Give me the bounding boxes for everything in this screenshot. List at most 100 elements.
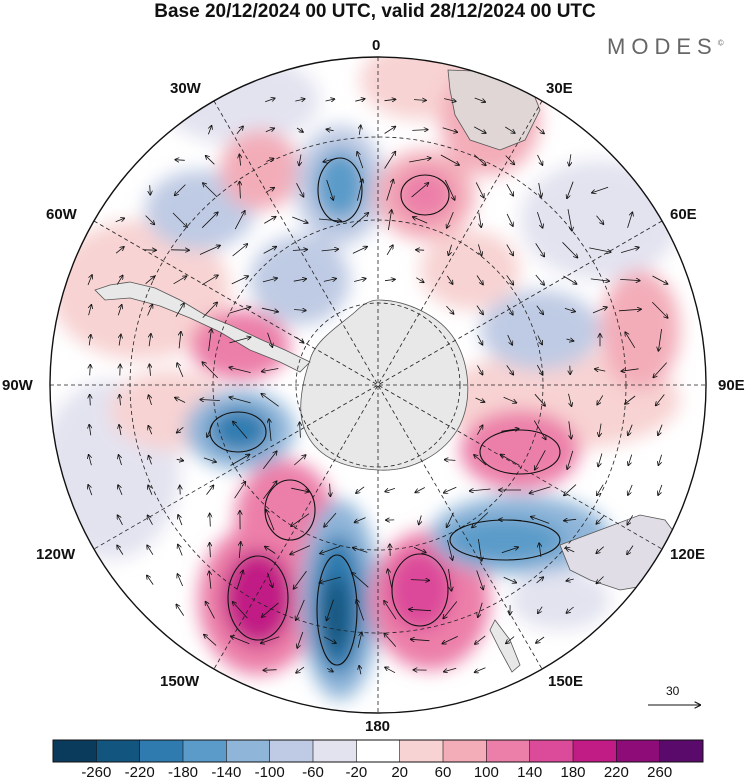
wind-arrow [386, 180, 394, 201]
wind-arrow [444, 486, 457, 493]
lon-label-120e: 120E [670, 546, 706, 563]
wind-arrow [229, 337, 250, 344]
wind-arrow [291, 513, 310, 527]
wind-arrow [204, 635, 217, 646]
wind-arrow [506, 213, 513, 226]
wind-vectors [88, 98, 668, 675]
wind-arrow [537, 211, 542, 228]
wind-arrow [569, 154, 571, 165]
wind-arrow [470, 489, 491, 491]
wind-arrow [116, 275, 122, 285]
wind-arrow [172, 212, 187, 227]
wind-arrow [596, 576, 604, 584]
wind-arrow [618, 309, 641, 311]
colorbar-tick-label: -20 [345, 764, 368, 781]
wind-arrow [535, 126, 544, 134]
wind-arrow [628, 484, 633, 495]
wind-arrow [564, 519, 577, 520]
wind-arrow [384, 99, 396, 100]
wind-arrow [506, 636, 515, 644]
wind-arrow [531, 517, 550, 524]
wind-arrow [119, 335, 121, 346]
wind-arrow [208, 329, 212, 351]
wind-arrow [536, 305, 543, 315]
wind-arrow [119, 455, 122, 466]
wind-arrow [318, 219, 341, 221]
wind-arrow [478, 539, 481, 561]
wind-arrow [293, 279, 306, 281]
wind-arrow [326, 179, 334, 200]
colorbar-swatch [443, 740, 487, 762]
wind-arrow [207, 422, 214, 437]
wind-arrow [292, 216, 307, 223]
wind-arrow [233, 422, 248, 439]
wind-arrow [448, 569, 452, 591]
wind-arrow [564, 308, 575, 311]
wind-arrow [477, 335, 483, 345]
colorbar-swatch [139, 740, 184, 762]
wind-arrow [264, 217, 275, 224]
wind-arrow [319, 576, 341, 583]
colorbar-tick-label: 180 [560, 764, 586, 781]
wind-arrow [209, 571, 211, 589]
wind-arrow [384, 152, 396, 169]
wind-arrow [539, 182, 542, 197]
wind-arrow [506, 365, 514, 374]
wind-arrow [177, 363, 184, 378]
wind-arrow [359, 125, 360, 135]
wind-arrow [239, 542, 240, 559]
wind-arrow [356, 600, 364, 621]
wind-arrow [444, 179, 454, 200]
wind-arrow [620, 247, 639, 253]
lon-label-60w: 60W [46, 206, 77, 223]
wind-arrow [598, 453, 603, 467]
wind-arrow [443, 601, 458, 619]
wind-arrow [653, 362, 667, 378]
wind-arrow [291, 487, 309, 492]
wind-arrow [296, 599, 305, 620]
wind-arrow [592, 307, 607, 314]
wind-arrow [236, 570, 243, 590]
wind-arrow [200, 400, 220, 401]
modes-logo: MODES© [607, 34, 724, 59]
wind-arrow [445, 460, 456, 461]
wind-arrow [563, 275, 576, 284]
wind-arrow [506, 184, 514, 196]
wind-arrow [535, 450, 546, 469]
wind-arrow [410, 580, 429, 581]
wind-arrow [597, 395, 604, 404]
wind-arrow [442, 127, 458, 133]
colorbar-swatch [616, 740, 661, 762]
wind-arrow [202, 302, 217, 318]
wind-arrow [352, 573, 369, 588]
wind-arrow [262, 278, 277, 283]
wind-arrow [413, 100, 426, 101]
wind-arrow [442, 636, 458, 643]
wind-arrow [177, 574, 183, 587]
wind-arrow [473, 154, 486, 166]
wind-arrow [506, 275, 514, 284]
wind-arrow [416, 277, 423, 283]
wind-arrow [567, 209, 572, 231]
wind-arrow [295, 99, 304, 101]
wind-arrow [478, 244, 481, 255]
wind-arrow [234, 482, 246, 499]
wind-arrow [296, 336, 303, 343]
wind-arrow [201, 275, 218, 286]
wind-arrow [265, 98, 275, 103]
wind-arrow [444, 99, 456, 102]
wind-arrow [388, 210, 391, 231]
colorbar-swatch [659, 740, 704, 762]
wind-arrow [354, 279, 366, 282]
wind-arrow [357, 179, 362, 201]
wind-arrow [90, 365, 91, 376]
wind-arrow [266, 159, 273, 162]
wind-arrow [536, 577, 544, 584]
colorbar-swatch [53, 740, 97, 762]
wind-arrow [202, 362, 218, 379]
wind-arrow [415, 487, 425, 493]
wind-arrow [538, 606, 543, 614]
wind-arrow [474, 455, 487, 466]
wind-arrow [592, 186, 609, 193]
wind-arrow [267, 332, 273, 347]
